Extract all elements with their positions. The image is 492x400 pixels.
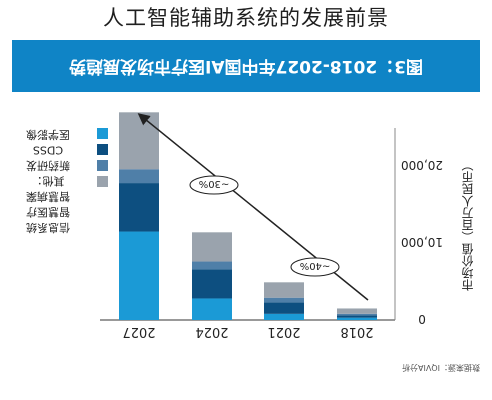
growth-label: ~30%	[199, 178, 230, 189]
bar-2024-series-1	[192, 269, 232, 299]
y-tick-label: 20,000	[401, 158, 443, 172]
x-tick-labels: 2018 2021 2024 2027	[122, 324, 373, 339]
x-tick-label: 2021	[267, 324, 300, 339]
legend-label: 医学影像	[26, 128, 70, 142]
legend-label: 信息系统	[26, 221, 70, 235]
bar-2027-series-1	[119, 183, 159, 232]
chart-banner: 图3：2018-2027年中国AI医疗市场发展趋势	[12, 40, 480, 92]
bar-2021-series-2	[264, 297, 304, 303]
y-axis-title: 市场价值（百万人民币）	[461, 159, 475, 292]
bar-2021-series-0	[264, 313, 304, 320]
y-tick-label: 10,000	[401, 235, 443, 249]
bar-2021-series-1	[264, 302, 304, 314]
legend-label: 智慧医疗	[26, 206, 70, 220]
bar-2018-series-3	[337, 308, 377, 314]
bar-2027-series-2	[119, 169, 159, 184]
bar-2018-series-1	[337, 315, 377, 318]
bar-2027-series-3	[119, 112, 159, 170]
bar-2018-series-2	[337, 313, 377, 316]
x-tick-label: 2027	[122, 324, 155, 339]
x-tick-label: 2018	[340, 324, 373, 339]
legend-swatch-3	[97, 176, 108, 187]
growth-bubble	[290, 257, 340, 277]
bars-group	[119, 112, 377, 320]
bar-2021-series-3	[264, 282, 304, 298]
page-title: 人工智能辅助系统的发展前景	[103, 6, 389, 30]
legend-label: 新药研发	[26, 159, 70, 173]
y-axis-label: 市场价值（百万人民币）	[461, 159, 475, 292]
bar-2027-series-0	[119, 231, 159, 320]
growth-label: ~40%	[300, 260, 331, 271]
legend-swatch-0	[97, 128, 108, 139]
bar-2018-series-0	[337, 317, 377, 320]
legend-label: 其他：	[32, 175, 65, 188]
growth-annotations: ~40% ~30%	[137, 113, 369, 301]
x-tick-label: 2024	[195, 324, 228, 339]
legend-swatch-1	[97, 144, 108, 155]
y-tick-labels: 0 10,000 20,000	[401, 158, 443, 326]
bar-2024-series-0	[192, 298, 232, 320]
source-note: 数据来源：IQVIA分析	[402, 363, 480, 372]
bar-2024-series-3	[192, 232, 232, 262]
y-tick-label: 0	[418, 312, 426, 326]
legend-swatch-2	[97, 160, 108, 171]
legend-label: CDSS	[33, 144, 63, 157]
legend-label: 智慧病案	[26, 190, 70, 204]
growth-bubble	[189, 175, 239, 195]
bar-2024-series-2	[192, 261, 232, 270]
